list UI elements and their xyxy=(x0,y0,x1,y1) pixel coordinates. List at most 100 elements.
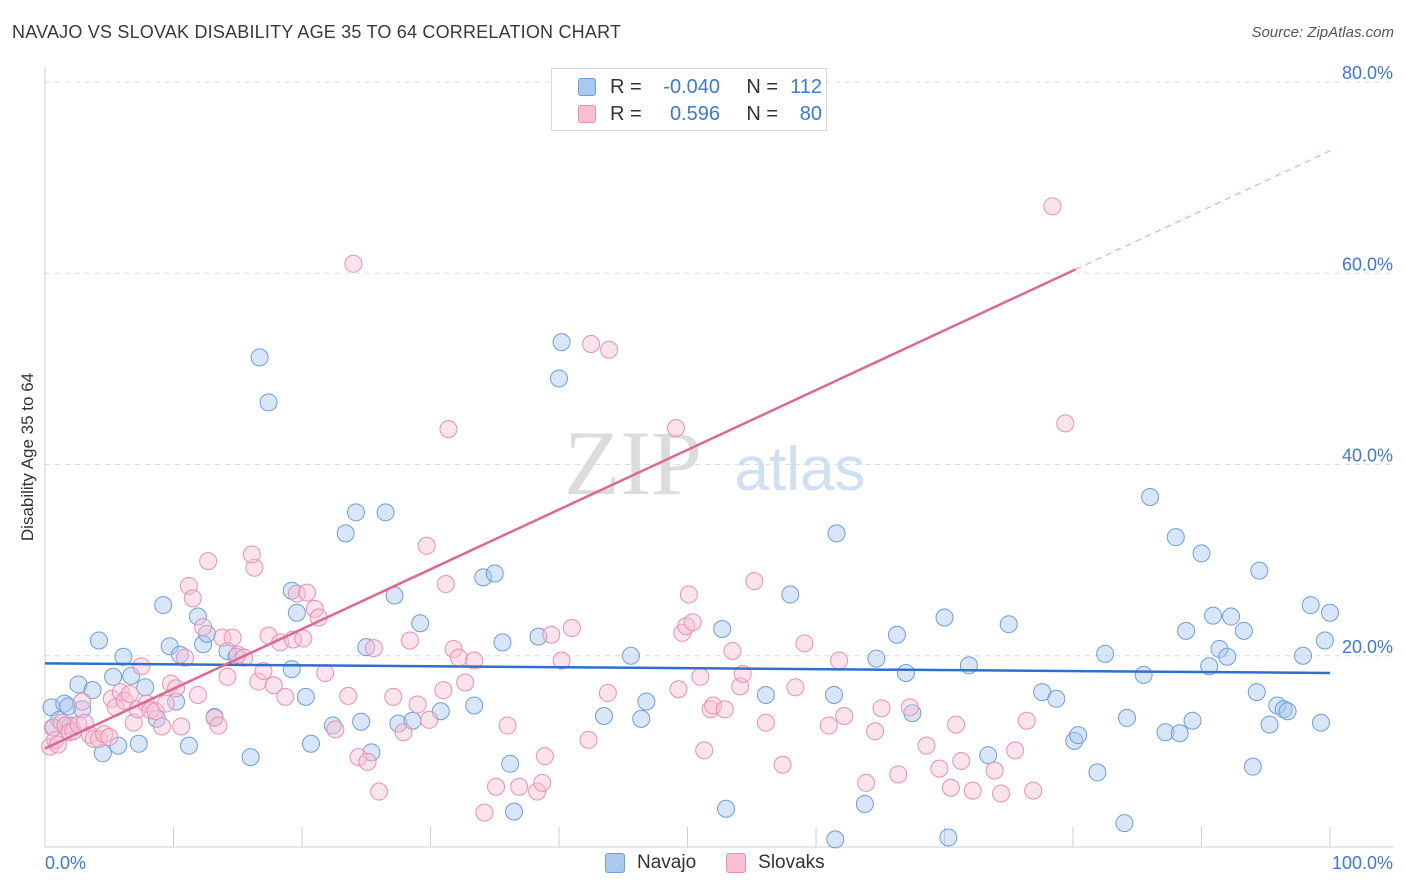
slovaks-point xyxy=(679,585,698,604)
slovaks-point xyxy=(394,723,413,742)
navajo-point xyxy=(282,660,301,679)
navajo-point xyxy=(411,614,430,633)
navajo-point xyxy=(1260,715,1279,734)
navajo-point xyxy=(474,568,493,587)
slovaks-point xyxy=(786,678,805,697)
navajo-point xyxy=(352,712,371,731)
slovaks-point xyxy=(691,667,710,686)
navajo-point xyxy=(621,646,640,665)
legend-item-slovaks[interactable]: Slovaks xyxy=(726,852,825,874)
slovaks-point xyxy=(209,716,228,735)
slovaks-point xyxy=(349,748,368,767)
slovaks-point xyxy=(194,618,213,637)
legend-label-slovaks: Slovaks xyxy=(758,852,825,873)
navajo-point xyxy=(1315,631,1334,650)
slovaks-point xyxy=(562,619,581,638)
slovaks-point xyxy=(947,715,966,734)
legend-r-label: R = xyxy=(610,102,642,125)
navajo-point xyxy=(1170,724,1189,743)
series-legend: Navajo Slovaks xyxy=(605,852,855,874)
source-label: Source: ZipAtlas.com xyxy=(1251,24,1394,41)
slovaks-point xyxy=(528,782,547,801)
slovaks-point xyxy=(100,728,119,747)
slovaks-point xyxy=(242,545,261,564)
navajo-point xyxy=(89,631,108,650)
navajo-point xyxy=(594,706,613,725)
navajo-point xyxy=(713,619,732,638)
slovaks-point xyxy=(941,778,960,797)
slovaks-point xyxy=(264,676,283,695)
slovaks-point xyxy=(600,340,619,359)
navajo-point xyxy=(1234,621,1253,640)
navajo-point xyxy=(1312,713,1331,732)
navajo-point xyxy=(83,681,102,700)
slovaks-point xyxy=(819,716,838,735)
slovaks-point xyxy=(132,657,151,676)
navajo-point xyxy=(637,692,656,711)
navajo-point xyxy=(939,828,958,847)
slovaks-point xyxy=(465,651,484,670)
slovaks-point xyxy=(152,717,171,736)
navajo-point xyxy=(485,564,504,583)
slovaks-point xyxy=(141,701,160,720)
navajo-point xyxy=(632,709,651,728)
slovaks-point xyxy=(498,716,517,735)
slovaks-point xyxy=(417,536,436,555)
slovaks-point xyxy=(456,673,475,692)
slovaks-point xyxy=(420,710,439,729)
navajo-point xyxy=(887,625,906,644)
slovaks-point xyxy=(930,759,949,778)
navajo-point xyxy=(218,641,237,660)
legend-n-label: N = xyxy=(746,75,778,98)
slovaks-point xyxy=(917,736,936,755)
y-tick-label: 60.0% xyxy=(1342,254,1393,274)
navajo-point xyxy=(376,503,395,522)
slovaks-point xyxy=(756,713,775,732)
navajo-point xyxy=(1250,561,1269,580)
navajo-point xyxy=(154,596,173,615)
slovaks-point xyxy=(952,751,971,770)
slovaks-point xyxy=(1017,711,1036,730)
navajo-point xyxy=(1278,702,1297,721)
slovaks-point xyxy=(344,254,363,273)
slovaks-point xyxy=(358,752,377,771)
navajo-point xyxy=(1047,689,1066,708)
legend-item-navajo[interactable]: Navajo xyxy=(605,852,696,874)
slovaks-point xyxy=(434,681,453,700)
navajo-point xyxy=(93,744,112,763)
navajo-point xyxy=(501,754,520,773)
navajo-point xyxy=(1321,603,1339,622)
legend-row-navajo: R = -0.040 N = 112 xyxy=(552,74,822,100)
navajo-point xyxy=(827,524,846,543)
navajo-point xyxy=(136,678,155,697)
navajo-point xyxy=(1088,763,1107,782)
slovaks-point xyxy=(120,685,139,703)
correlation-legend: R = -0.040 N = 112 R = 0.596 N = 80 xyxy=(551,68,827,131)
navajo-point xyxy=(287,603,306,622)
legend-n-value-slovaks: 80 xyxy=(799,102,822,125)
navajo-point xyxy=(756,685,775,704)
navajo-point xyxy=(241,748,260,767)
slovaks-point xyxy=(723,641,742,660)
navajo-point xyxy=(389,714,408,733)
slovaks-point xyxy=(1024,781,1043,800)
navajo-trend-line xyxy=(44,662,1331,675)
navajo-point xyxy=(493,633,512,652)
slovaks-point xyxy=(249,672,268,691)
slovaks-point xyxy=(542,625,561,644)
chart-title: NAVAJO VS SLOVAK DISABILITY AGE 35 TO 64… xyxy=(12,22,622,42)
navajo-point xyxy=(1204,606,1223,625)
slovaks-point xyxy=(830,651,849,670)
navajo-point xyxy=(259,393,278,412)
x-tick-label: 0.0% xyxy=(45,853,86,873)
slovaks-point xyxy=(326,720,345,739)
navajo-point xyxy=(188,607,207,626)
slovaks-point xyxy=(963,781,982,800)
navajo-point xyxy=(1294,646,1313,665)
x-tick-label: 100.0% xyxy=(1332,853,1393,873)
navajo-point xyxy=(505,802,524,821)
slovaks-point xyxy=(598,684,617,703)
slovaks-points xyxy=(41,197,1075,822)
navajo-point xyxy=(59,697,78,716)
